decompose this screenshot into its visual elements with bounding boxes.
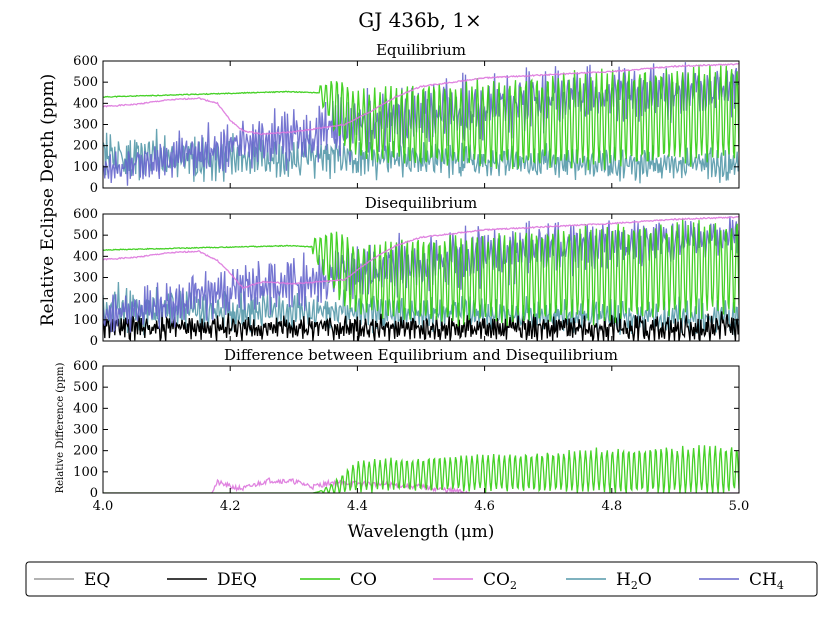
- y-tick-label: 600: [73, 207, 98, 222]
- y-tick-label: 500: [73, 228, 98, 243]
- chart-title: GJ 436b, 1×: [358, 8, 482, 32]
- chart-legend: EQ DEQ CO CO2 H2O CH4: [25, 561, 818, 597]
- legend-item-co2: CO2: [433, 570, 517, 592]
- series-line-deq: [103, 311, 739, 341]
- chart-panels: Equilibrium0100200300400500600Disequilib…: [73, 41, 749, 514]
- legend-item-co: CO: [300, 570, 377, 590]
- panel-title: Difference between Equilibrium and Diseq…: [224, 346, 618, 364]
- x-tick-label: 4.4: [347, 499, 368, 514]
- y-tick-label: 600: [73, 359, 98, 374]
- panel-title: Equilibrium: [376, 41, 466, 59]
- y-tick-label: 100: [73, 313, 98, 328]
- series-group: [103, 215, 739, 341]
- series-line-co: [103, 219, 739, 327]
- series-line-h2o: [103, 128, 739, 184]
- legend-item-ch4: CH4: [699, 570, 784, 592]
- y-tick-label: 400: [73, 249, 98, 264]
- y-tick-label: 300: [73, 423, 98, 438]
- x-tick-label: 4.6: [474, 499, 495, 514]
- x-tick-label: 4.0: [93, 499, 114, 514]
- legend-frame: [25, 561, 818, 597]
- x-tick-label: 4.2: [220, 499, 241, 514]
- x-tick-label: 4.8: [601, 499, 622, 514]
- y-tick-label: 200: [73, 444, 98, 459]
- legend-item-eq: EQ: [34, 570, 110, 590]
- series-line-co2: [103, 62, 739, 136]
- panel-1: Disequilibrium 0 100 200 300 400 500 600: [73, 194, 740, 349]
- series-group: [103, 62, 739, 186]
- y-axis-label-difference: Relative Difference (ppm): [55, 363, 66, 494]
- legend-label: EQ: [84, 570, 110, 590]
- y-tick-label: 500: [73, 75, 98, 90]
- y-tick-label: 300: [73, 118, 98, 133]
- legend-label: DEQ: [217, 570, 257, 590]
- y-tick-label: 100: [73, 465, 98, 480]
- y-tick-label: 600: [73, 54, 98, 69]
- y-tick-label: 400: [73, 96, 98, 111]
- panel-title: Disequilibrium: [365, 194, 478, 212]
- panel-2: Difference between Equilibrium and Diseq…: [73, 346, 749, 514]
- y-tick-label: 200: [73, 139, 98, 154]
- series-group: [103, 445, 739, 493]
- y-tick-label: 0: [90, 181, 98, 196]
- y-tick-label: 0: [90, 486, 98, 501]
- y-axis-label: Relative Eclipse Depth (ppm): [38, 74, 58, 327]
- y-tick-label: 400: [73, 401, 98, 416]
- series-line-co: [103, 445, 739, 493]
- x-axis-label: Wavelength (μm): [348, 522, 495, 542]
- y-tick-label: 0: [90, 334, 98, 349]
- legend-item-deq: DEQ: [167, 570, 257, 590]
- legend-label: CO2: [483, 570, 517, 592]
- y-tick-label: 500: [73, 380, 98, 395]
- legend-label: H2O: [616, 570, 652, 592]
- legend-item-h2o: H2O: [566, 570, 652, 592]
- panel-0: Equilibrium 0 100 200 300 400 500 600: [73, 41, 740, 196]
- series-line-co2: [103, 215, 739, 290]
- legend-label: CH4: [749, 570, 784, 592]
- y-tick-label: 300: [73, 271, 98, 286]
- y-tick-label: 100: [73, 160, 98, 175]
- legend-label: CO: [350, 570, 377, 590]
- series-line-co: [103, 64, 739, 171]
- x-tick-label: 5.0: [729, 499, 750, 514]
- y-tick-label: 200: [73, 292, 98, 307]
